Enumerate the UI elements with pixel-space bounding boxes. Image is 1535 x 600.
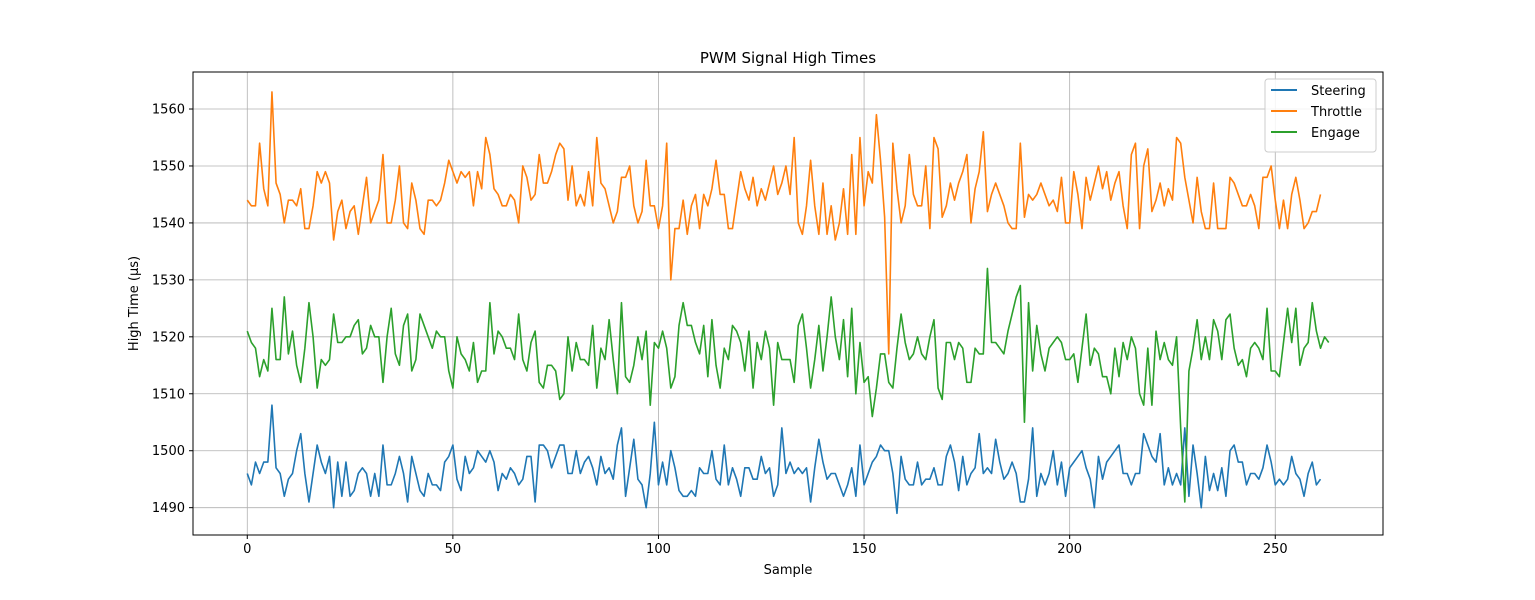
x-axis-label: Sample: [764, 563, 813, 578]
x-tick-label: 250: [1263, 542, 1288, 557]
x-tick-label: 150: [852, 542, 877, 557]
y-tick-label: 1520: [152, 330, 185, 345]
plot-frame: [192, 71, 1384, 536]
legend-box: [1264, 78, 1377, 153]
y-tick-label: 1530: [152, 273, 185, 288]
y-axis-label: High Time (µs): [127, 256, 142, 351]
y-tick-label: 1540: [152, 216, 185, 231]
y-tick-label: 1560: [152, 103, 185, 118]
axis-ticks: 0 50 100 150 200 250 1490 1500 1510 1520 1530 1540 1…: [152, 103, 1288, 557]
chart-title: PWM Signal High Times: [700, 49, 876, 67]
legend-label-engage: Engage: [1311, 126, 1360, 141]
x-tick-label: 100: [646, 542, 671, 557]
series-line-engage: [246, 267, 1330, 503]
x-tick-label: 50: [445, 542, 462, 557]
y-tick-label: 1510: [152, 387, 185, 402]
series-lines: [246, 91, 1330, 515]
grid-lines: [193, 72, 1383, 535]
legend-label-throttle: Throttle: [1310, 105, 1362, 120]
y-tick-label: 1550: [152, 159, 185, 174]
y-tick-label: 1500: [152, 444, 185, 459]
x-tick-label: 200: [1057, 542, 1082, 557]
series-line-steering: [246, 404, 1322, 515]
legend: Steering Throttle Engage: [1264, 78, 1377, 153]
y-tick-label: 1490: [152, 501, 185, 516]
x-tick-label: 0: [243, 542, 251, 557]
legend-label-steering: Steering: [1311, 84, 1366, 99]
series-line-throttle: [246, 91, 1322, 355]
